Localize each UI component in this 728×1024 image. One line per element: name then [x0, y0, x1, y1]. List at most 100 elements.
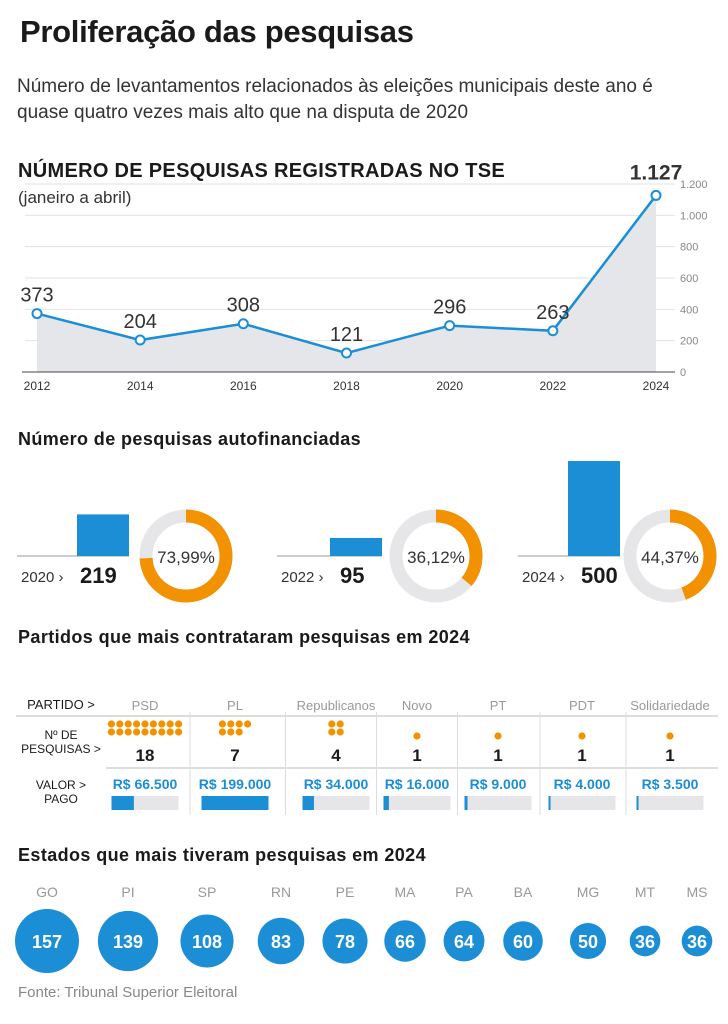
- party-count: 1: [412, 746, 422, 765]
- party-count: 1: [577, 746, 587, 765]
- count-dot: [116, 720, 124, 728]
- state-bubble: [569, 922, 607, 960]
- y-tick-label: 1.000: [680, 210, 708, 222]
- count-dot: [666, 732, 674, 740]
- count-dot: [149, 720, 157, 728]
- share-label: 36,12%: [407, 548, 465, 567]
- bar: [330, 537, 382, 556]
- donut-share: [389, 509, 483, 603]
- y-tick-label: 800: [680, 242, 698, 254]
- selffunded-chart: 2020 › 219 73,99% 2022 › 95 36,12% 2024 › 500 44…: [17, 461, 717, 603]
- state-label: MT: [635, 884, 656, 900]
- state-bubble: [503, 921, 543, 961]
- line-chart-subtitle: (janeiro a abril): [18, 188, 132, 207]
- x-tick-label: 2016: [230, 379, 257, 393]
- state-value: 139: [113, 932, 143, 952]
- value-bar: [111, 796, 134, 810]
- x-tick-label: 2022: [539, 379, 566, 393]
- source-note: Fonte: Tribunal Superior Eleitoral: [18, 984, 238, 1001]
- count-dot: [328, 720, 336, 728]
- state-bubble: [443, 920, 485, 962]
- y-tick-label: 1.200: [680, 179, 708, 191]
- count-dot: [218, 720, 226, 728]
- data-point: [444, 320, 456, 332]
- state-value: 64: [454, 932, 474, 952]
- count-dot: [133, 728, 141, 736]
- count-dot: [227, 720, 235, 728]
- state-label: MG: [577, 884, 600, 900]
- party-value: R$ 199.000: [198, 776, 272, 792]
- count-dot: [227, 728, 235, 736]
- x-tick-label: 2012: [24, 379, 51, 393]
- bar-value-label: 219: [80, 563, 117, 588]
- count-dot: [235, 720, 243, 728]
- state-value: 108: [192, 932, 222, 952]
- state-label: MA: [395, 884, 417, 900]
- state-label: GO: [36, 884, 58, 900]
- state-label: SP: [198, 884, 217, 900]
- party-value: R$ 4.000: [553, 776, 611, 792]
- year-label: 2022 ›: [281, 569, 324, 586]
- state-bubble: [15, 909, 79, 973]
- party-name: Novo: [401, 698, 433, 713]
- count-dot: [107, 720, 115, 728]
- row-label-count: Nº DE PESQUISAS >: [21, 728, 101, 756]
- y-tick-label: 400: [680, 304, 698, 316]
- year-label: 2024 ›: [522, 569, 565, 586]
- bar: [568, 461, 620, 556]
- count-dot: [336, 720, 344, 728]
- state-value: 83: [271, 932, 291, 952]
- states-title: Estados que mais tiveram pesquisas em 20…: [18, 845, 426, 865]
- parties-table: PARTIDO > Nº DE PESQUISAS > VALOR > PAGO P…: [0, 690, 728, 825]
- page-subtitle: Número de levantamentos relacionados às …: [17, 76, 653, 123]
- party-value: R$ 9.000: [469, 776, 527, 792]
- count-dot: [149, 728, 157, 736]
- state-bubble: [629, 925, 661, 957]
- data-point: [650, 189, 662, 201]
- state-bubble: [384, 920, 426, 962]
- party-name: PL: [227, 698, 243, 713]
- count-dot: [124, 720, 132, 728]
- state-value: 157: [32, 932, 62, 952]
- line-chart-title: NÚMERO DE PESQUISAS REGISTRADAS NO TSE: [18, 160, 506, 182]
- share-label: 73,99%: [157, 548, 215, 567]
- donut-share: [623, 509, 717, 603]
- value-bar: [464, 796, 468, 810]
- value-bar-track: [636, 796, 704, 810]
- selffunded-title: Número de pesquisas autofinanciadas: [18, 429, 362, 449]
- value-bar: [383, 796, 389, 810]
- states-chart: GO 157 PI 139 SP 108 RN 83 PE 78 MA 66 PA 64 BA 60 MG 50 M…: [15, 884, 713, 973]
- parties-title: Partidos que mais contrataram pesquisas …: [18, 627, 470, 647]
- party-value: R$ 16.000: [384, 776, 450, 792]
- state-label: PA: [455, 884, 473, 900]
- data-label: 204: [123, 311, 156, 333]
- state-label: PI: [121, 884, 134, 900]
- value-bar-track: [302, 796, 370, 810]
- donut-share: [139, 509, 233, 603]
- count-dot: [336, 728, 344, 736]
- party-count: 1: [493, 746, 503, 765]
- party-name: PSD: [131, 698, 159, 713]
- area-fill: [37, 195, 656, 372]
- count-dot: [218, 728, 226, 736]
- y-tick-label: 200: [680, 336, 698, 348]
- value-bar: [201, 796, 269, 810]
- value-bar-track: [383, 796, 451, 810]
- data-point: [341, 347, 352, 359]
- data-label: 296: [433, 297, 466, 319]
- count-dot: [158, 728, 166, 736]
- data-point: [237, 318, 249, 330]
- data-point: [134, 334, 146, 346]
- count-dot: [235, 728, 243, 736]
- count-dot: [124, 728, 132, 736]
- state-bubble: [322, 918, 368, 964]
- count-dot: [141, 728, 149, 736]
- count-dot: [141, 720, 149, 728]
- x-tick-label: 2018: [333, 379, 360, 393]
- state-bubble: [97, 910, 159, 972]
- count-dot: [244, 720, 252, 728]
- count-dot: [166, 720, 174, 728]
- count-dot: [175, 720, 183, 728]
- value-bar: [548, 796, 551, 810]
- value-bar-track: [548, 796, 616, 810]
